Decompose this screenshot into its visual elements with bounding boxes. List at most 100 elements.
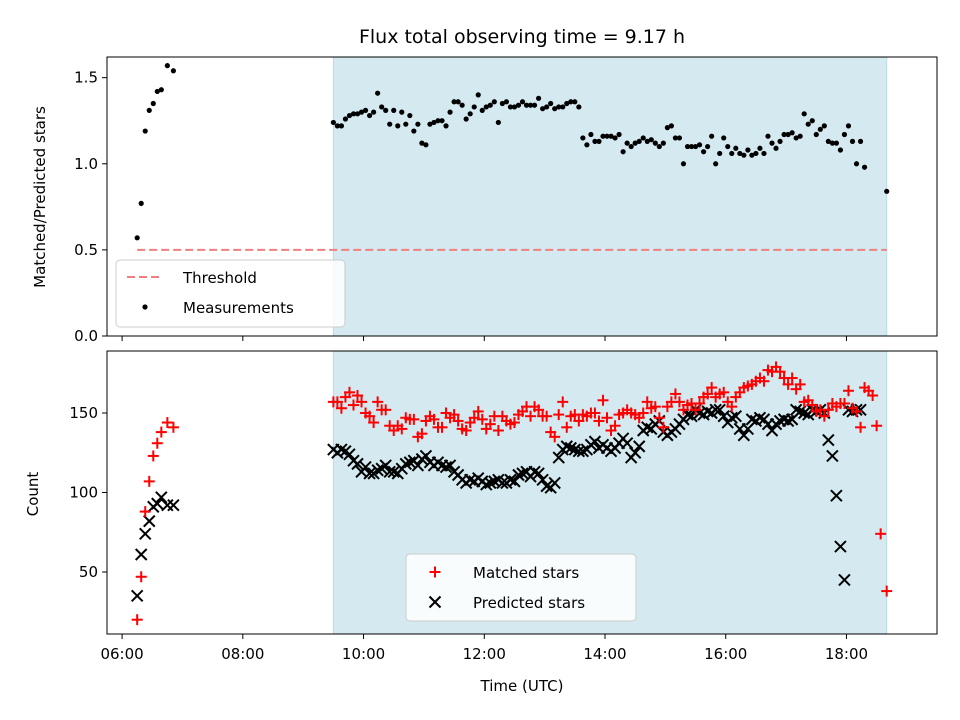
predicted-point <box>130 589 144 603</box>
matched-point <box>774 366 786 378</box>
top-shaded-span <box>332 56 888 337</box>
y-tick-label: 1.5 <box>74 69 98 87</box>
x-stroke <box>363 467 376 480</box>
x-stroke <box>729 409 742 423</box>
measurement-point <box>841 131 848 138</box>
x-stroke <box>335 443 348 456</box>
measurement-point <box>757 145 763 151</box>
matched-point <box>139 506 151 518</box>
x-stroke <box>540 479 553 493</box>
matched-point <box>396 423 408 435</box>
matched-point <box>649 401 661 413</box>
measurement-point <box>636 138 642 144</box>
matched-point <box>347 399 359 411</box>
measurement-point <box>845 123 852 129</box>
predicted-stars-series <box>130 403 867 603</box>
measurement-point <box>604 133 610 139</box>
predicted-point <box>725 411 738 424</box>
y-tick-label: 100 <box>69 484 98 502</box>
measurement-point <box>884 188 890 194</box>
bottom-legend-box <box>405 553 637 622</box>
measurement-point <box>652 140 658 146</box>
x-stroke <box>641 421 654 434</box>
predicted-point <box>560 440 573 453</box>
measurement-point <box>676 135 683 141</box>
x-stroke <box>737 429 751 442</box>
measurement-point <box>540 106 546 112</box>
predicted-point <box>826 449 839 463</box>
measurement-point <box>801 111 807 117</box>
measurement-point <box>813 131 819 138</box>
measurement-point <box>725 143 731 150</box>
measurement-point <box>833 140 839 146</box>
matched-point <box>476 413 488 425</box>
measurement-point <box>407 112 413 119</box>
x-stroke <box>496 476 509 490</box>
x-stroke <box>552 451 565 464</box>
measurement-point <box>789 130 795 136</box>
x-stroke <box>387 465 400 479</box>
measurement-point <box>612 135 618 141</box>
matched-point <box>372 396 384 408</box>
measurement-point <box>640 135 646 141</box>
measurement-point <box>511 104 518 110</box>
matched-stars-series <box>131 361 893 626</box>
x-stroke <box>379 459 392 472</box>
measurement-point <box>700 149 707 155</box>
measurement-point <box>544 104 550 110</box>
measurement-point <box>523 102 530 108</box>
predicted-point <box>713 403 726 417</box>
measurement-point <box>560 104 566 110</box>
x-stroke <box>709 403 722 417</box>
measurement-point <box>624 140 630 146</box>
matched-point <box>416 428 428 440</box>
matched-point <box>508 417 520 429</box>
matched-point <box>706 382 718 394</box>
measurement-point <box>628 143 634 150</box>
measurement-point <box>330 119 336 126</box>
matched-point <box>637 407 649 419</box>
predicted-point <box>532 467 545 480</box>
measurement-point <box>459 102 465 108</box>
matched-point <box>842 385 854 397</box>
measurement-point <box>648 137 654 143</box>
measurement-point <box>419 140 425 146</box>
measurement-point <box>596 138 602 144</box>
matched-point <box>408 413 420 425</box>
measurement-point <box>588 131 594 138</box>
x-stroke <box>134 548 148 561</box>
x-stroke <box>463 473 477 486</box>
x-stroke <box>155 491 168 504</box>
measurement-point <box>805 121 811 127</box>
x-stroke <box>151 497 164 510</box>
measurement-point <box>616 131 622 138</box>
measurement-point <box>366 112 373 119</box>
matched-point <box>135 571 147 583</box>
measurement-point <box>680 161 687 167</box>
measurement-point <box>797 133 803 139</box>
matched-point <box>143 475 155 487</box>
matched-point <box>356 396 368 408</box>
matched-point <box>726 401 738 413</box>
measurement-point <box>411 128 417 134</box>
matched-point <box>368 417 380 429</box>
predicted-point <box>620 437 634 450</box>
x-stroke <box>793 405 807 418</box>
measurement-point <box>170 68 176 74</box>
x-stroke <box>620 437 634 450</box>
x-stroke <box>838 573 851 587</box>
predicted-point <box>564 441 578 455</box>
matched-point <box>794 378 806 390</box>
measurement-point <box>664 125 670 131</box>
x-stroke <box>480 478 493 491</box>
measurement-point <box>837 147 844 153</box>
measurement-point <box>620 149 626 155</box>
measurement-point <box>793 135 799 141</box>
measurement-point <box>761 150 767 157</box>
x-stroke <box>826 449 839 463</box>
matched-point <box>694 397 706 409</box>
x-stroke <box>572 444 586 458</box>
legend-matched-label: Matched stars <box>473 564 579 582</box>
measurement-point <box>387 121 393 127</box>
measurement-point <box>709 133 715 139</box>
